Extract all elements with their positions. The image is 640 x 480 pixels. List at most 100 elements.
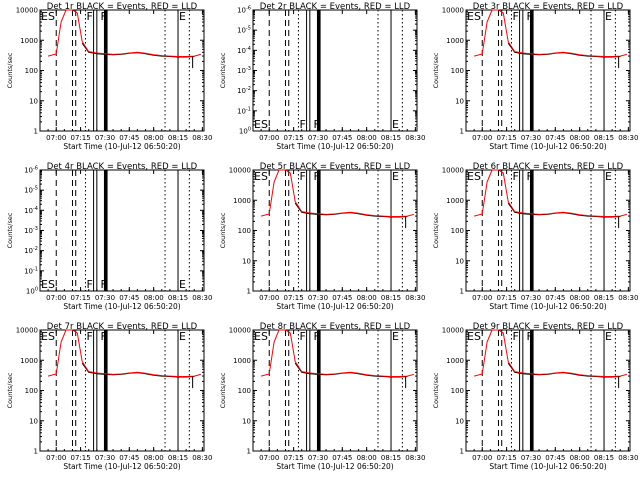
x-tick-label: 08:15 bbox=[381, 454, 401, 462]
x-tick-label: 07:30 bbox=[95, 294, 115, 302]
marker-label: F bbox=[526, 170, 532, 183]
marker-label: E bbox=[392, 330, 399, 343]
panel-8: Det 8r BLACK = Events, RED = LLD 1 10 100 10… bbox=[219, 322, 425, 471]
y-tick-label: 10-5 bbox=[24, 186, 38, 195]
events-series-line bbox=[507, 42, 621, 58]
y-tick-label: 10 bbox=[29, 97, 38, 105]
y-tick-label: 10-2 bbox=[237, 86, 251, 95]
y-tick-label: 1 bbox=[460, 128, 464, 136]
x-tick-label: 08:15 bbox=[594, 294, 614, 302]
marker-label: E bbox=[605, 330, 612, 343]
marker-label: F bbox=[86, 10, 92, 23]
x-tick-label: 07:45 bbox=[545, 134, 565, 142]
y-tick-label: 10000 bbox=[16, 327, 38, 335]
x-tick-label: 07:30 bbox=[521, 134, 541, 142]
y-tick-label: 1 bbox=[34, 128, 38, 136]
marker-label: E bbox=[605, 10, 612, 23]
x-tick-label: 08:30 bbox=[618, 454, 638, 462]
y-tick-label: 10000 bbox=[442, 167, 464, 175]
x-axis-label: Start Time (10-Jul-12 06:50:20) bbox=[489, 302, 606, 311]
y-tick-label: 100 bbox=[451, 67, 464, 75]
x-tick-label: 07:15 bbox=[497, 294, 517, 302]
x-axis-label: Start Time (10-Jul-12 06:50:20) bbox=[489, 462, 606, 471]
marker-label: F bbox=[299, 170, 305, 183]
events-series-line bbox=[294, 362, 408, 378]
panel-title: Det 2r BLACK = Events, RED = LLD bbox=[260, 2, 411, 12]
x-tick-label: 07:30 bbox=[95, 134, 115, 142]
y-tick-label: 1000 bbox=[446, 37, 464, 45]
x-tick-label: 07:15 bbox=[71, 454, 91, 462]
x-tick-label: 08:15 bbox=[594, 454, 614, 462]
plot-frame bbox=[39, 169, 205, 292]
y-tick-label: 100 bbox=[26, 287, 38, 296]
panel-6: Det 6r BLACK = Events, RED = LLD 1 10 100 10… bbox=[432, 162, 638, 311]
events-series-line bbox=[81, 42, 195, 58]
panel-1: Det 1r BLACK = Events, RED = LLD 1 10 100 10… bbox=[6, 2, 212, 151]
panel-5: Det 5r BLACK = Events, RED = LLD 1 10 100 10… bbox=[219, 162, 425, 311]
y-tick-label: 10-6 bbox=[24, 166, 38, 175]
lld-series-line bbox=[47, 9, 201, 57]
marker-label: ES bbox=[254, 330, 268, 343]
x-tick-label: 07:00 bbox=[472, 294, 492, 302]
x-tick-label: 08:30 bbox=[618, 294, 638, 302]
marker-label: F bbox=[313, 170, 319, 183]
x-tick-label: 07:45 bbox=[332, 294, 352, 302]
x-tick-label: 08:15 bbox=[168, 294, 188, 302]
y-tick-label: 10-1 bbox=[24, 266, 38, 275]
x-tick-label: 08:30 bbox=[405, 294, 425, 302]
x-tick-label: 07:00 bbox=[472, 454, 492, 462]
x-axis-label: Start Time (10-Jul-12 06:50:20) bbox=[276, 462, 393, 471]
lld-series-line bbox=[473, 169, 627, 217]
y-tick-label: 100 bbox=[238, 387, 251, 395]
x-tick-label: 07:15 bbox=[497, 134, 517, 142]
x-tick-label: 08:00 bbox=[144, 294, 164, 302]
y-tick-label: 10-4 bbox=[237, 46, 251, 55]
y-tick-label: 10 bbox=[29, 417, 38, 425]
marker-label: F bbox=[313, 330, 319, 343]
y-tick-label: 100 bbox=[451, 227, 464, 235]
marker-label: E bbox=[179, 10, 186, 23]
x-tick-label: 07:45 bbox=[545, 454, 565, 462]
x-tick-label: 07:45 bbox=[332, 134, 352, 142]
y-tick-label: 1 bbox=[460, 448, 464, 456]
x-tick-label: 07:15 bbox=[284, 294, 304, 302]
x-tick-label: 07:45 bbox=[119, 294, 139, 302]
x-tick-label: 08:15 bbox=[594, 134, 614, 142]
y-tick-label: 10-3 bbox=[237, 66, 251, 75]
y-tick-label: 10000 bbox=[229, 167, 251, 175]
x-tick-label: 08:15 bbox=[381, 294, 401, 302]
plot-frame bbox=[252, 329, 418, 452]
y-tick-label: 1000 bbox=[446, 197, 464, 205]
marker-label: ES bbox=[41, 278, 55, 291]
y-tick-label: 1000 bbox=[233, 197, 251, 205]
y-tick-label: 100 bbox=[239, 127, 251, 136]
y-axis-label: Counts/sec bbox=[432, 212, 440, 248]
y-tick-label: 10 bbox=[455, 257, 464, 265]
x-tick-label: 07:45 bbox=[119, 454, 139, 462]
y-tick-label: 10000 bbox=[442, 7, 464, 15]
plot-frame bbox=[465, 9, 631, 132]
plot-frame bbox=[465, 169, 631, 292]
marker-label: F bbox=[526, 330, 532, 343]
events-series-line bbox=[507, 202, 621, 218]
marker-label: F bbox=[100, 278, 106, 291]
marker-label: F bbox=[86, 330, 92, 343]
panel-title: Det 7r BLACK = Events, RED = LLD bbox=[47, 322, 198, 332]
x-tick-label: 07:15 bbox=[71, 134, 91, 142]
x-tick-label: 08:00 bbox=[357, 294, 377, 302]
marker-label: F bbox=[299, 330, 305, 343]
y-axis-label: Counts/sec bbox=[219, 52, 227, 88]
y-tick-label: 10000 bbox=[229, 327, 251, 335]
x-tick-label: 08:00 bbox=[570, 454, 590, 462]
x-tick-label: 08:30 bbox=[405, 134, 425, 142]
y-tick-label: 100 bbox=[25, 387, 38, 395]
y-tick-label: 10-4 bbox=[24, 206, 38, 215]
x-tick-label: 07:30 bbox=[308, 454, 328, 462]
x-tick-label: 07:00 bbox=[259, 294, 279, 302]
x-tick-label: 07:15 bbox=[497, 454, 517, 462]
panel-4: Det 4r BLACK = Events, RED = LLD 100 10-1 1… bbox=[6, 162, 212, 311]
y-tick-label: 100 bbox=[25, 67, 38, 75]
marker-label: F bbox=[512, 10, 518, 23]
x-tick-label: 08:00 bbox=[357, 454, 377, 462]
x-axis-label: Start Time (10-Jul-12 06:50:20) bbox=[276, 142, 393, 151]
